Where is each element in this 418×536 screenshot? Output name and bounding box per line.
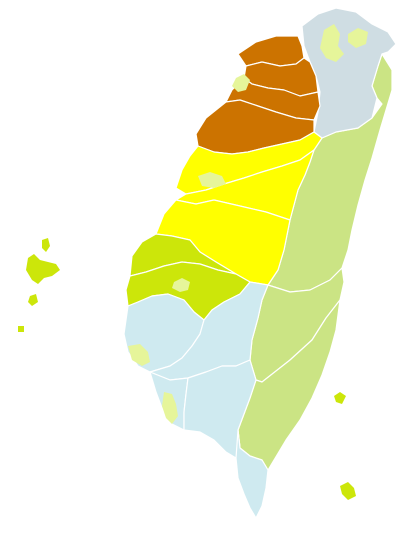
enclave-tainan-city[interactable] bbox=[128, 344, 150, 366]
enclave-chiayi-city[interactable] bbox=[172, 278, 190, 292]
enclave-taichung-city[interactable] bbox=[198, 172, 226, 188]
region-southern-tip-blue[interactable] bbox=[235, 429, 269, 519]
enclave-kaohsiung-city[interactable] bbox=[162, 392, 178, 424]
region-northwest-orange-1[interactable] bbox=[237, 35, 305, 67]
island-orchid-island[interactable] bbox=[340, 482, 356, 500]
enclave-taipei-city[interactable] bbox=[320, 24, 344, 62]
island-green-island[interactable] bbox=[334, 392, 346, 404]
enclave-keelung-city[interactable] bbox=[348, 28, 368, 48]
island-penghu-islands[interactable] bbox=[18, 238, 60, 332]
enclave-hsinchu-city[interactable] bbox=[232, 74, 250, 92]
